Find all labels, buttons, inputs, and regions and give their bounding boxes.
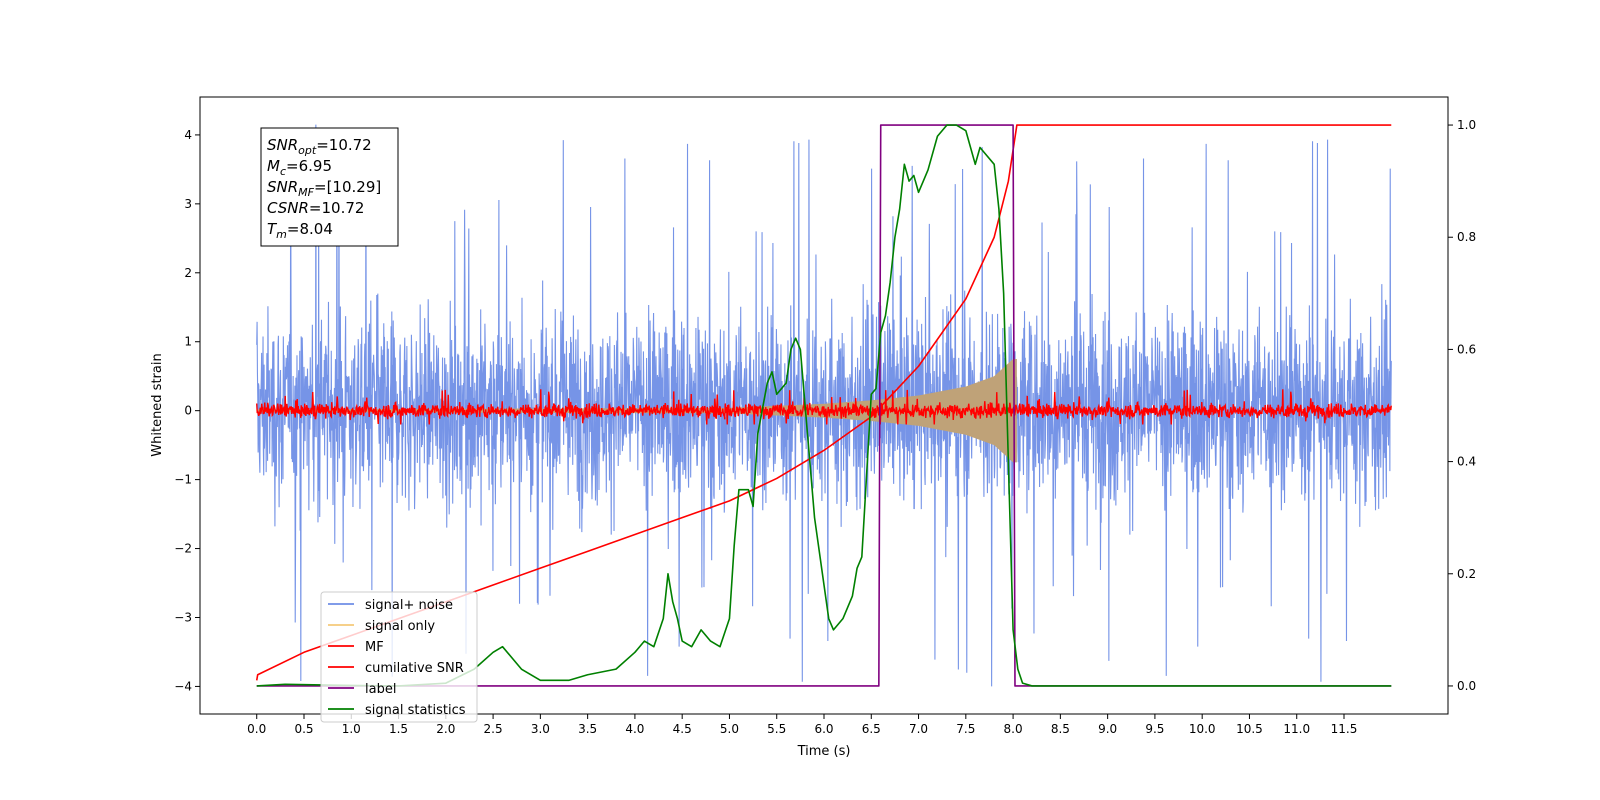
x-tick-label: 5.0 xyxy=(720,722,739,736)
x-tick-label: 9.5 xyxy=(1145,722,1164,736)
x-tick-label: 0.0 xyxy=(247,722,266,736)
y-left-tick-label: 3 xyxy=(184,197,192,211)
y-right-tick-label: 0.4 xyxy=(1457,455,1476,469)
x-tick-label: 8.0 xyxy=(1004,722,1023,736)
y-right-tick-label: 0.6 xyxy=(1457,342,1476,356)
signal-statistics-line xyxy=(256,124,1392,687)
legend-entry: label xyxy=(365,682,396,697)
y-left-tick-label: 4 xyxy=(184,128,192,142)
legend-entry: signal+ noise xyxy=(365,598,453,613)
y-axis-right: 1.0 0.8 0.6 0.4 0.2 0.0 xyxy=(1448,118,1476,693)
y-left-tick-label: −2 xyxy=(174,542,192,556)
annotation-line: SNRMF=[10.29] xyxy=(267,178,381,199)
x-tick-label: 1.5 xyxy=(389,722,408,736)
x-tick-label: 2.5 xyxy=(484,722,503,736)
mf-line xyxy=(256,389,1392,425)
y-axis-label: Whitened strain xyxy=(150,353,165,456)
x-tick-label: 4.0 xyxy=(625,722,644,736)
annotation-frame xyxy=(260,127,399,247)
legend-entry: signal only xyxy=(365,619,435,634)
legend-entry: signal statistics xyxy=(365,703,466,718)
y-axis-left: 4 3 2 1 0 −1 −2 −3 −4 xyxy=(174,128,200,693)
y-right-tick-label: 1.0 xyxy=(1457,118,1476,132)
x-tick-label: 9.0 xyxy=(1098,722,1117,736)
x-axis: 0.0 0.5 1.0 1.5 2.0 2.5 3.0 3.5 4.0 4.5 5.0 5.5 6.0 6… xyxy=(247,714,1357,736)
y-left-tick-label: 2 xyxy=(184,266,192,280)
y-right-tick-label: 0.2 xyxy=(1457,567,1476,581)
x-tick-label: 4.5 xyxy=(673,722,692,736)
annotation-line: SNRopt=10.72 xyxy=(267,136,372,157)
annotation-line: Mc=6.95 xyxy=(267,157,332,178)
x-tick-label: 10.5 xyxy=(1236,722,1263,736)
x-tick-label: 7.0 xyxy=(909,722,928,736)
y-left-tick-label: 1 xyxy=(184,335,192,349)
annotation-box: SNRopt=10.72Mc=6.95SNRMF=[10.29]CSNR=10.… xyxy=(260,127,399,247)
legend-entry: cumilative SNR xyxy=(365,661,464,676)
x-tick-label: 0.5 xyxy=(294,722,313,736)
x-tick-label: 1.0 xyxy=(342,722,361,736)
x-tick-label: 6.0 xyxy=(814,722,833,736)
annotation-line: CSNR=10.72 xyxy=(267,199,364,217)
x-tick-label: 3.0 xyxy=(531,722,550,736)
legend: signal+ noise signal only MF cumilative SNR… xyxy=(320,591,478,723)
y-left-tick-label: −1 xyxy=(174,473,192,487)
x-tick-label: 11.5 xyxy=(1331,722,1358,736)
x-tick-label: 11.0 xyxy=(1283,722,1310,736)
x-tick-label: 2.0 xyxy=(436,722,455,736)
x-tick-label: 5.5 xyxy=(767,722,786,736)
x-axis-label: Time (s) xyxy=(797,744,851,759)
x-tick-label: 6.5 xyxy=(862,722,881,736)
y-left-tick-label: 0 xyxy=(184,404,192,418)
mf-series xyxy=(256,389,1392,425)
x-tick-label: 10.0 xyxy=(1189,722,1216,736)
legend-entry: MF xyxy=(365,640,384,655)
y-left-tick-label: −3 xyxy=(174,610,192,624)
x-tick-label: 3.5 xyxy=(578,722,597,736)
x-tick-label: 8.5 xyxy=(1051,722,1070,736)
y-left-tick-label: −4 xyxy=(174,679,192,693)
y-right-tick-label: 0.0 xyxy=(1457,679,1476,693)
y-right-tick-label: 0.8 xyxy=(1457,230,1476,244)
x-tick-label: 7.5 xyxy=(956,722,975,736)
legend-frame xyxy=(320,591,478,723)
annotation-line: Tm=8.04 xyxy=(267,220,333,241)
